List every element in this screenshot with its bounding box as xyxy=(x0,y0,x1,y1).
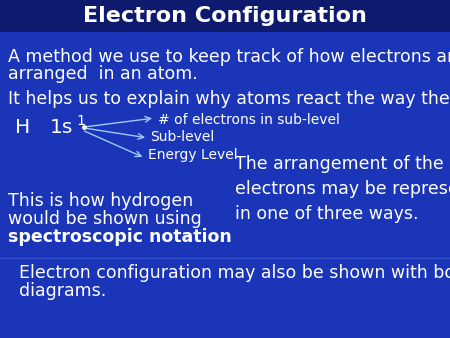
Text: The arrangement of the
electrons may be represented
in one of three ways.: The arrangement of the electrons may be … xyxy=(235,155,450,223)
Text: 1: 1 xyxy=(76,114,85,128)
Text: spectroscopic notation: spectroscopic notation xyxy=(8,228,232,246)
Text: It helps us to explain why atoms react the way they do.: It helps us to explain why atoms react t… xyxy=(8,90,450,108)
Text: would be shown using: would be shown using xyxy=(8,210,202,228)
Text: Electron Configuration: Electron Configuration xyxy=(83,6,367,26)
Text: This is how hydrogen: This is how hydrogen xyxy=(8,192,193,210)
Text: A method we use to keep track of how electrons are: A method we use to keep track of how ele… xyxy=(8,48,450,66)
Text: Electron configuration may also be shown with box: Electron configuration may also be shown… xyxy=(8,264,450,282)
Text: diagrams.: diagrams. xyxy=(8,282,106,300)
Text: Sub-level: Sub-level xyxy=(150,130,214,144)
Bar xyxy=(0,0,450,32)
Text: Energy Level: Energy Level xyxy=(148,148,238,162)
Text: H: H xyxy=(15,118,30,137)
Text: # of electrons in sub-level: # of electrons in sub-level xyxy=(158,113,340,127)
Text: 1s: 1s xyxy=(50,118,73,137)
Text: arranged  in an atom.: arranged in an atom. xyxy=(8,65,198,83)
